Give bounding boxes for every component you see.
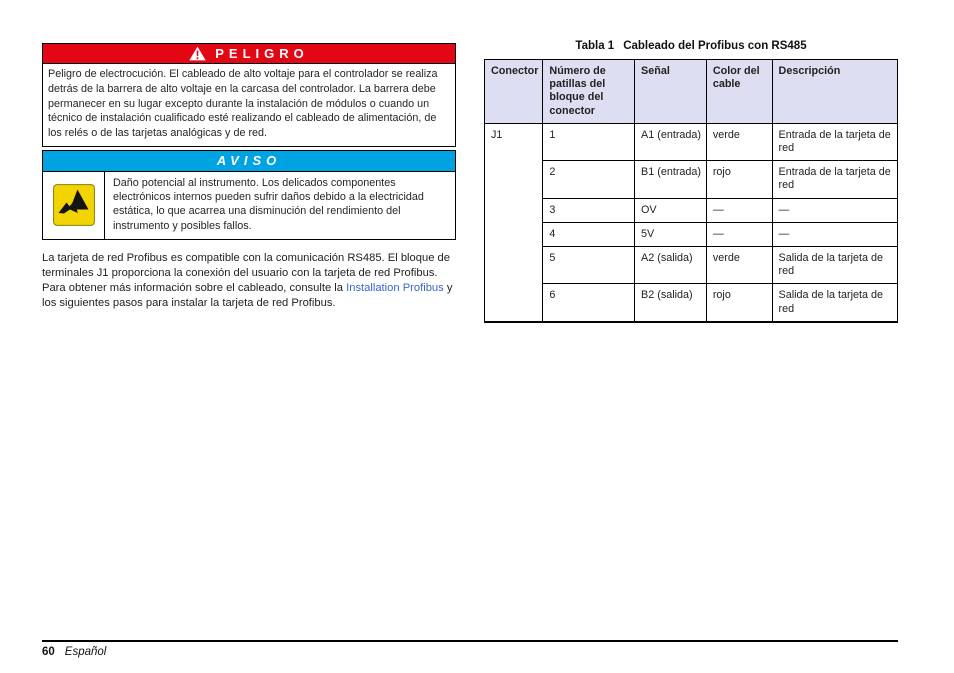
table-row: 4 5V — — <box>485 221 899 248</box>
page-number: 60 <box>42 646 55 658</box>
table-number-label: Tabla 1 <box>575 40 615 52</box>
table-header-row: Conector Número de patillas del bloque d… <box>483 59 899 124</box>
danger-header: PELIGRO <box>43 44 455 64</box>
pin-cell: 3 <box>542 197 636 223</box>
pin-cell: 4 <box>542 221 636 248</box>
header-conector: Conector <box>483 59 544 124</box>
signal-cell: OV <box>634 197 707 223</box>
connector-cell: J1 <box>483 122 544 323</box>
esd-hazard-icon <box>52 184 95 227</box>
description-cell: Salida de la tarjeta de red <box>771 283 899 323</box>
danger-warning-box: PELIGRO Peligro de electrocución. El cab… <box>42 43 456 147</box>
intro-paragraph: La tarjeta de red Profibus es compatible… <box>42 251 458 311</box>
signal-cell: B1 (entrada) <box>634 160 707 199</box>
color-cell: — <box>705 221 773 248</box>
color-cell: — <box>705 197 773 223</box>
description-cell: Entrada de la tarjeta de red <box>771 160 899 199</box>
notice-icon-cell <box>43 171 105 239</box>
header-color-cable: Color del cable <box>705 59 773 124</box>
warning-triangle-icon <box>189 46 206 61</box>
color-cell: verde <box>705 246 773 285</box>
notice-warning-box: AVISO Daño potencial al instrumento. Los… <box>42 149 456 240</box>
right-column: Tabla 1 Cableado del Profibus con RS485 C… <box>483 40 899 323</box>
table-row: 2 B1 (entrada) rojo Entrada de la tarjet… <box>485 160 899 199</box>
intro-text-after: y los siguientes pasos para instalar la … <box>42 281 453 309</box>
signal-cell: B2 (salida) <box>634 283 707 323</box>
pin-cell: 2 <box>542 160 636 199</box>
table-row: 3 OV — — <box>485 197 899 223</box>
pin-cell: 5 <box>542 246 636 285</box>
left-column: PELIGRO Peligro de electrocución. El cab… <box>42 43 456 311</box>
footer-language: Español <box>64 646 107 658</box>
danger-body-text: Peligro de electrocución. El cableado de… <box>48 68 438 140</box>
table-row: 5 A2 (salida) verde Salida de la tarjeta… <box>485 246 899 285</box>
header-senal: Señal <box>634 59 707 124</box>
notice-title: AVISO <box>216 153 282 169</box>
description-cell: — <box>771 221 899 248</box>
color-cell: verde <box>705 122 773 162</box>
signal-cell: 5V <box>634 221 707 248</box>
description-cell: Salida de la tarjeta de red <box>771 246 899 285</box>
signal-cell: A2 (salida) <box>634 246 707 285</box>
intro-text-before: La tarjeta de red Profibus es compatible… <box>42 251 450 294</box>
danger-title: PELIGRO <box>215 46 309 61</box>
color-cell: rojo <box>705 160 773 199</box>
table-title-text: Cableado del Profibus con RS485 <box>623 40 807 52</box>
notice-header: AVISO <box>43 150 455 172</box>
color-cell: rojo <box>705 283 773 323</box>
header-numero-patillas: Número de patillas del bloque del conect… <box>542 59 636 124</box>
signal-cell: A1 (entrada) <box>634 122 707 162</box>
table-row: J1 1 A1 (entrada) verde Entrada de la ta… <box>483 122 899 323</box>
table-row: 6 B2 (salida) rojo Salida de la tarjeta … <box>485 283 899 323</box>
header-descripcion: Descripción <box>771 59 899 124</box>
table-caption: Tabla 1 Cableado del Profibus con RS485 <box>484 40 898 52</box>
pin-cell: 6 <box>542 283 636 323</box>
description-cell: — <box>771 197 899 223</box>
notice-body-text: Daño potencial al instrumento. Los delic… <box>113 176 424 232</box>
pin-cell: 1 <box>542 122 636 162</box>
page-footer: 60 Español <box>42 640 898 658</box>
profibus-wiring-table: Conector Número de patillas del bloque d… <box>483 59 899 323</box>
installation-profibus-link[interactable]: Installation Profibus <box>346 281 444 294</box>
description-cell: Entrada de la tarjeta de red <box>771 122 899 162</box>
notice-body: Daño potencial al instrumento. Los delic… <box>43 171 455 239</box>
